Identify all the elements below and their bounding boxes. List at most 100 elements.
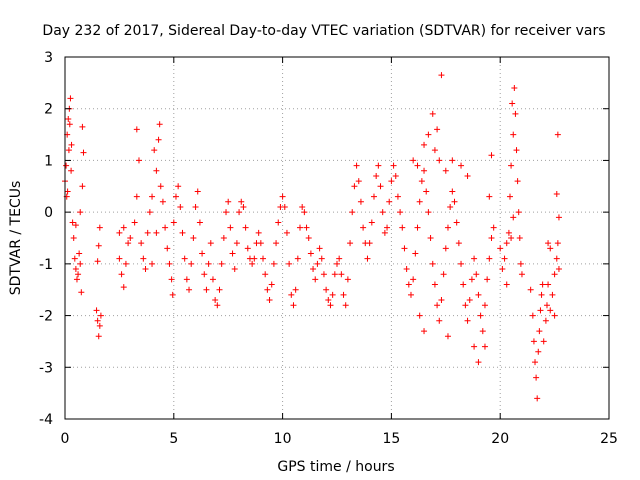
data-point: [447, 203, 454, 210]
data-point: [172, 193, 179, 200]
data-point: [551, 312, 558, 319]
data-point: [442, 167, 449, 174]
data-point: [488, 235, 495, 241]
data-point: [425, 131, 432, 138]
data-point: [414, 162, 421, 169]
data-point: [294, 255, 301, 262]
data-point: [429, 260, 436, 267]
data-point: [120, 224, 127, 231]
data-point: [133, 126, 140, 133]
data-point: [503, 240, 510, 247]
data-point: [486, 193, 493, 200]
data-point: [218, 260, 225, 267]
data-point: [257, 240, 264, 247]
data-point: [481, 302, 488, 309]
y-tick-label: -1: [39, 257, 53, 273]
data-point: [458, 162, 465, 169]
x-tick-label: 15: [382, 431, 400, 447]
data-point: [122, 260, 129, 267]
data-point: [532, 359, 539, 366]
data-point: [471, 255, 478, 262]
data-point: [336, 255, 343, 262]
data-point: [421, 167, 428, 174]
data-point: [518, 271, 525, 278]
data-point: [334, 260, 340, 267]
data-point: [468, 276, 475, 283]
data-point: [146, 209, 153, 216]
x-axis-ticks: 0 5 10 15 20 25: [61, 57, 618, 447]
x-tick-label: 20: [491, 431, 509, 447]
data-point: [77, 260, 84, 267]
data-point: [444, 224, 451, 231]
data-point: [79, 183, 86, 190]
data-point: [153, 229, 160, 236]
data-point: [442, 245, 449, 252]
x-axis-label: GPS time / hours: [277, 459, 394, 475]
data-point: [464, 172, 471, 179]
data-point: [418, 178, 425, 185]
data-point: [381, 229, 388, 236]
data-point: [183, 276, 190, 283]
y-tick-label: 0: [44, 205, 53, 221]
data-point: [325, 297, 332, 304]
data-point: [290, 302, 297, 309]
data-point: [351, 183, 358, 190]
data-point: [281, 203, 288, 210]
data-point: [379, 209, 386, 216]
data-point: [79, 123, 86, 130]
data-point: [364, 255, 371, 262]
data-point: [425, 209, 432, 216]
data-point: [95, 333, 102, 340]
data-point: [216, 286, 223, 293]
data-point: [414, 224, 421, 231]
y-tick-label: -2: [39, 309, 53, 325]
data-point: [499, 266, 506, 273]
data-point: [466, 297, 473, 304]
data-point: [310, 266, 317, 273]
data-point: [539, 281, 546, 288]
data-point: [73, 276, 80, 283]
data-point: [394, 193, 401, 200]
data-point: [312, 276, 319, 283]
data-point: [67, 95, 74, 102]
data-point: [436, 157, 443, 164]
data-point: [460, 281, 467, 288]
data-point: [140, 255, 147, 262]
data-point: [244, 245, 251, 252]
data-point: [551, 271, 558, 278]
data-point: [540, 338, 547, 345]
data-point: [242, 224, 249, 231]
data-point: [251, 255, 258, 262]
data-point: [401, 245, 408, 252]
data-point: [438, 297, 445, 304]
data-point: [399, 224, 406, 231]
data-point: [170, 219, 177, 226]
data-point: [157, 183, 164, 190]
data-point: [65, 116, 72, 123]
data-point: [125, 240, 132, 247]
data-point: [156, 121, 163, 128]
data-point: [270, 260, 277, 267]
data-point: [177, 203, 184, 210]
data-point: [357, 198, 364, 205]
data-point: [434, 302, 441, 309]
data-point: [327, 302, 334, 309]
data-point: [554, 240, 561, 247]
data-point: [553, 255, 560, 262]
data-point: [453, 219, 460, 226]
data-point: [533, 374, 540, 381]
data-point: [323, 286, 330, 293]
data-point: [194, 188, 201, 195]
data-point: [96, 322, 103, 329]
data-point: [220, 235, 227, 241]
data-point: [516, 235, 523, 241]
data-point: [320, 271, 327, 278]
data-point: [508, 235, 515, 241]
data-point: [162, 224, 169, 231]
data-point: [412, 250, 419, 257]
data-point: [236, 209, 243, 216]
data-point: [431, 281, 438, 288]
data-point: [490, 224, 497, 231]
data-point: [449, 188, 456, 195]
data-point: [286, 260, 293, 267]
